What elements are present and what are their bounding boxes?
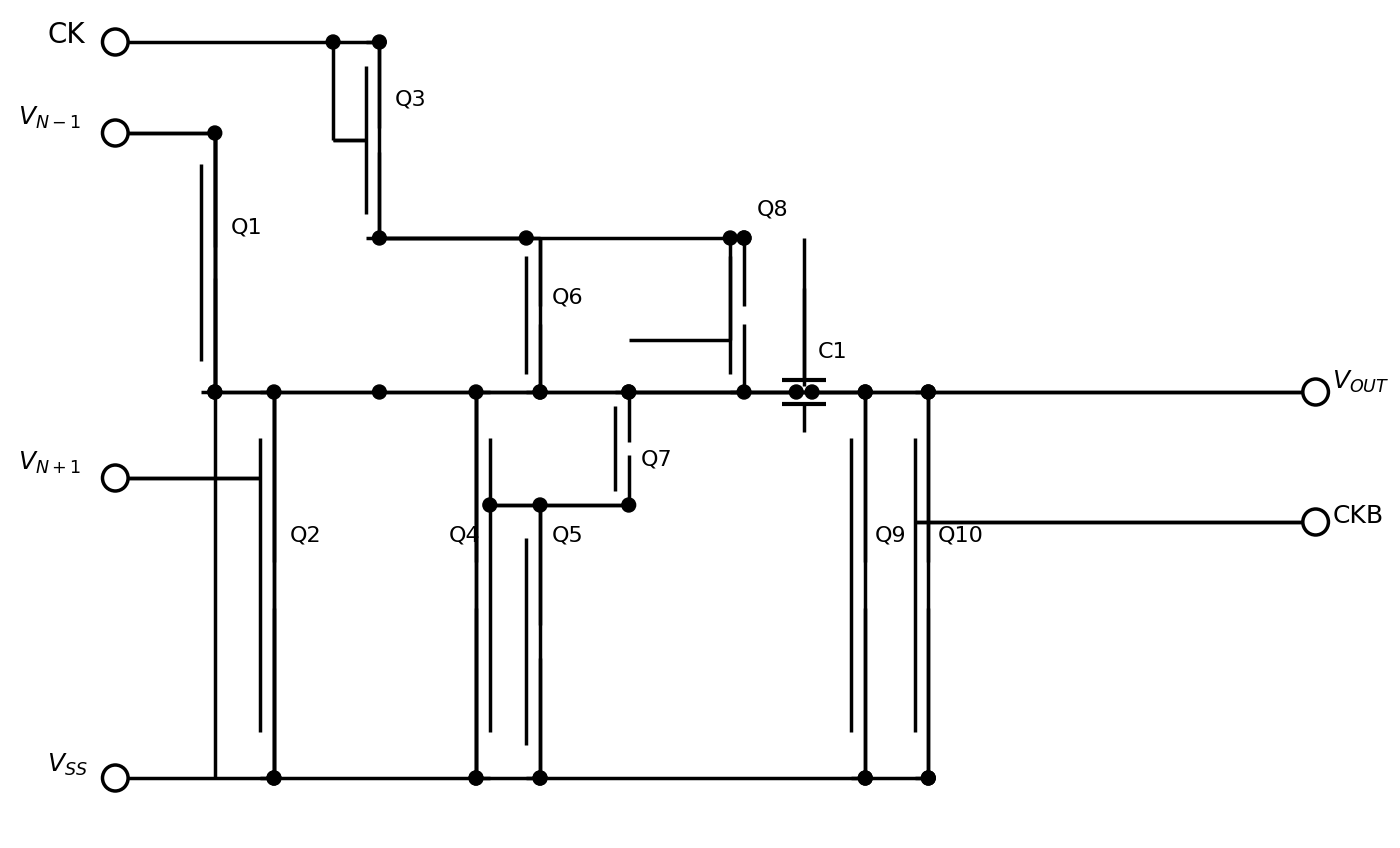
Text: $V_{N+1}$: $V_{N+1}$ — [18, 450, 81, 476]
Circle shape — [102, 120, 129, 146]
Circle shape — [102, 465, 129, 491]
Text: Q8: Q8 — [757, 200, 788, 220]
Circle shape — [738, 231, 750, 245]
Text: $V_{N-1}$: $V_{N-1}$ — [18, 105, 81, 131]
Circle shape — [738, 385, 750, 399]
Circle shape — [805, 385, 819, 399]
Circle shape — [209, 385, 221, 399]
Circle shape — [790, 385, 804, 399]
Circle shape — [858, 385, 872, 399]
Circle shape — [858, 385, 872, 399]
Circle shape — [519, 231, 533, 245]
Circle shape — [326, 35, 340, 49]
Circle shape — [209, 385, 221, 399]
Circle shape — [372, 35, 386, 49]
Text: Q2: Q2 — [290, 525, 322, 545]
Circle shape — [372, 385, 386, 399]
Circle shape — [921, 771, 935, 785]
Text: $V_{OUT}$: $V_{OUT}$ — [1333, 369, 1390, 395]
Circle shape — [738, 231, 750, 245]
Text: C1: C1 — [818, 342, 847, 362]
Circle shape — [267, 771, 281, 785]
Circle shape — [209, 126, 221, 140]
Text: Q3: Q3 — [395, 90, 427, 110]
Circle shape — [533, 498, 547, 512]
Circle shape — [622, 385, 636, 399]
Text: Q5: Q5 — [552, 525, 584, 545]
Circle shape — [533, 771, 547, 785]
Circle shape — [102, 765, 129, 791]
Circle shape — [469, 385, 483, 399]
Circle shape — [267, 385, 281, 399]
Circle shape — [102, 29, 129, 55]
Circle shape — [1303, 379, 1329, 405]
Circle shape — [724, 231, 738, 245]
Circle shape — [622, 498, 636, 512]
Text: Q10: Q10 — [938, 525, 984, 545]
Circle shape — [533, 385, 547, 399]
Circle shape — [921, 771, 935, 785]
Circle shape — [921, 385, 935, 399]
Text: Q9: Q9 — [875, 525, 907, 545]
Text: $V_{SS}$: $V_{SS}$ — [48, 752, 88, 778]
Circle shape — [533, 771, 547, 785]
Circle shape — [858, 771, 872, 785]
Circle shape — [858, 771, 872, 785]
Text: Q6: Q6 — [552, 288, 584, 308]
Text: CK: CK — [48, 21, 85, 49]
Circle shape — [483, 498, 497, 512]
Circle shape — [1303, 509, 1329, 535]
Text: CKB: CKB — [1333, 504, 1383, 528]
Text: Q4: Q4 — [448, 525, 480, 545]
Circle shape — [469, 771, 483, 785]
Circle shape — [533, 385, 547, 399]
Text: Q7: Q7 — [641, 450, 672, 470]
Circle shape — [267, 771, 281, 785]
Circle shape — [921, 385, 935, 399]
Circle shape — [622, 385, 636, 399]
Circle shape — [469, 771, 483, 785]
Circle shape — [372, 231, 386, 245]
Text: Q1: Q1 — [231, 218, 262, 238]
